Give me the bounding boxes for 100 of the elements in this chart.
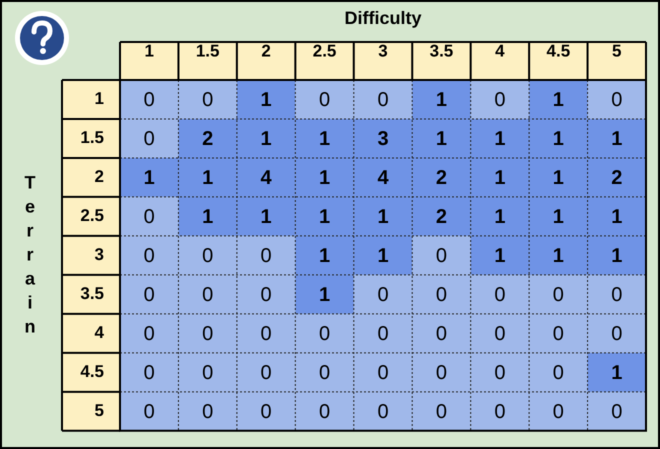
- data-label: 0: [436, 362, 448, 384]
- x-tick-label: 4: [495, 41, 506, 60]
- data-label: 1: [611, 244, 622, 267]
- data-label: 0: [144, 89, 155, 112]
- x-tick-label: 5: [612, 41, 622, 60]
- data-label: 1: [377, 206, 389, 228]
- data-label: 0: [318, 400, 330, 423]
- data-label: 0: [144, 206, 155, 228]
- data-label: 0: [436, 322, 448, 345]
- data-label: 0: [552, 322, 564, 345]
- data-label: 1: [260, 206, 272, 228]
- data-label: 1: [318, 166, 330, 189]
- x-tick-label: 3: [378, 41, 388, 60]
- x-tick-label: 2: [261, 41, 271, 60]
- data-label: 1: [552, 128, 564, 150]
- data-label: 1: [552, 244, 564, 267]
- data-label: 0: [260, 284, 272, 306]
- y-tick-label: 4.5: [80, 362, 104, 382]
- data-label: 0: [202, 89, 214, 112]
- data-label: 0: [202, 284, 214, 306]
- data-label: 0: [377, 362, 389, 384]
- data-label: 1: [144, 166, 155, 189]
- data-label: 1: [318, 284, 330, 306]
- data-label: 1: [318, 128, 330, 150]
- data-label: 0: [552, 400, 564, 423]
- data-label: 0: [436, 400, 448, 423]
- data-label: 0: [436, 284, 448, 306]
- y-tick-label: 4: [94, 323, 105, 342]
- y-tick-label: 1.5: [80, 128, 104, 148]
- data-label: 2: [436, 206, 448, 228]
- data-label: 1: [611, 362, 622, 384]
- data-label: 0: [144, 128, 155, 150]
- data-label: 1: [260, 128, 272, 150]
- data-label: 0: [377, 400, 389, 423]
- data-label: 0: [611, 284, 622, 306]
- data-label: 1: [260, 89, 272, 112]
- data-label: 0: [377, 89, 389, 112]
- data-label: 0: [144, 362, 155, 384]
- data-label: 0: [377, 322, 389, 345]
- data-label: 0: [318, 362, 330, 384]
- x-tick-label: 3.5: [430, 41, 454, 60]
- data-label: 1: [552, 89, 564, 112]
- data-label: 2: [202, 128, 214, 150]
- data-label: 0: [202, 362, 214, 384]
- x-tick-label: 2.5: [312, 41, 336, 60]
- y-axis-title: Terrain: [24, 172, 36, 336]
- data-label: 0: [552, 284, 564, 306]
- data-label: 0: [611, 89, 622, 112]
- data-label: 1: [436, 128, 448, 150]
- data-label: 1: [494, 244, 506, 267]
- data-label: 0: [144, 322, 155, 345]
- data-label: 0: [318, 322, 330, 345]
- x-tick-label: 1.5: [196, 41, 220, 60]
- data-label: 0: [202, 244, 214, 267]
- data-label: 0: [260, 244, 272, 267]
- data-label: 0: [494, 400, 506, 423]
- x-tick-label: 4.5: [546, 41, 570, 60]
- data-label: 0: [144, 244, 155, 267]
- data-label: 2: [611, 166, 622, 189]
- data-label: 1: [552, 166, 564, 189]
- data-label: 1: [494, 206, 506, 228]
- data-label: 2: [436, 166, 448, 189]
- data-label: 0: [494, 89, 506, 112]
- y-tick-label: 2.5: [80, 206, 104, 226]
- data-label: 0: [436, 244, 448, 267]
- data-label: 1: [494, 166, 506, 189]
- data-label: 0: [377, 284, 389, 306]
- data-label: 0: [318, 89, 330, 112]
- data-label: 0: [202, 322, 214, 345]
- data-label: 1: [611, 206, 622, 228]
- data-label: 0: [611, 322, 622, 345]
- data-label: 0: [611, 400, 622, 423]
- data-label: 4: [377, 166, 390, 189]
- data-label: 0: [260, 362, 272, 384]
- y-tick-label: 5: [94, 401, 104, 420]
- data-label: 1: [436, 89, 448, 112]
- data-label: 1: [318, 244, 330, 267]
- data-label: 1: [494, 128, 506, 150]
- data-label: 0: [494, 362, 506, 384]
- data-label: 0: [552, 362, 564, 384]
- data-label: 0: [144, 284, 155, 306]
- data-label: 1: [202, 166, 214, 189]
- data-label: 0: [144, 400, 155, 423]
- chart-title: Difficulty: [344, 8, 422, 28]
- data-label: 0: [494, 322, 506, 345]
- x-tick-label: 1: [144, 41, 154, 60]
- y-tick-label: 1: [94, 89, 104, 108]
- data-label: 0: [494, 284, 506, 306]
- data-label: 1: [552, 206, 564, 228]
- data-label: 1: [202, 206, 214, 228]
- data-label: 4: [260, 166, 273, 189]
- data-label: 1: [318, 206, 330, 228]
- data-label: 3: [377, 128, 389, 150]
- data-label: 1: [377, 244, 389, 267]
- data-label: 0: [260, 322, 272, 345]
- y-tick-label: 3: [94, 245, 104, 264]
- data-label: 1: [611, 128, 622, 150]
- data-label: 0: [202, 400, 214, 423]
- y-tick-label: 2: [94, 167, 104, 186]
- data-label: 0: [260, 400, 272, 423]
